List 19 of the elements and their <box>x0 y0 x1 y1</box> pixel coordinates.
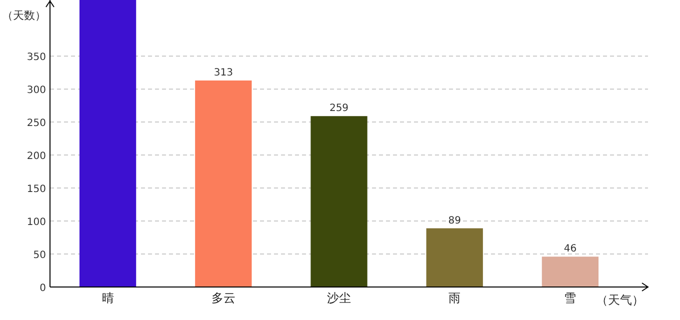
ytick: 350 <box>26 52 46 64</box>
xtick: 沙尘 <box>327 291 351 305</box>
ytick: 150 <box>26 184 46 196</box>
ytick: 300 <box>26 85 46 96</box>
ytick: 200 <box>26 151 46 162</box>
data-label: 89 <box>448 215 461 226</box>
ytick: 50 <box>33 250 46 261</box>
ytick: 250 <box>26 118 46 130</box>
xtick: 多云 <box>211 291 236 305</box>
xtick: 雪 <box>564 291 576 305</box>
data-label: 46 <box>564 244 577 255</box>
xlabel: （天气） <box>596 293 644 307</box>
ytick: 100 <box>26 217 46 228</box>
ylabel: （天数） <box>2 9 46 22</box>
xtick: 晴 <box>102 291 114 305</box>
xtick: 雨 <box>448 291 461 305</box>
ytick: 0 <box>40 283 46 294</box>
data-label: 259 <box>329 103 349 114</box>
data-label: 313 <box>214 68 233 78</box>
